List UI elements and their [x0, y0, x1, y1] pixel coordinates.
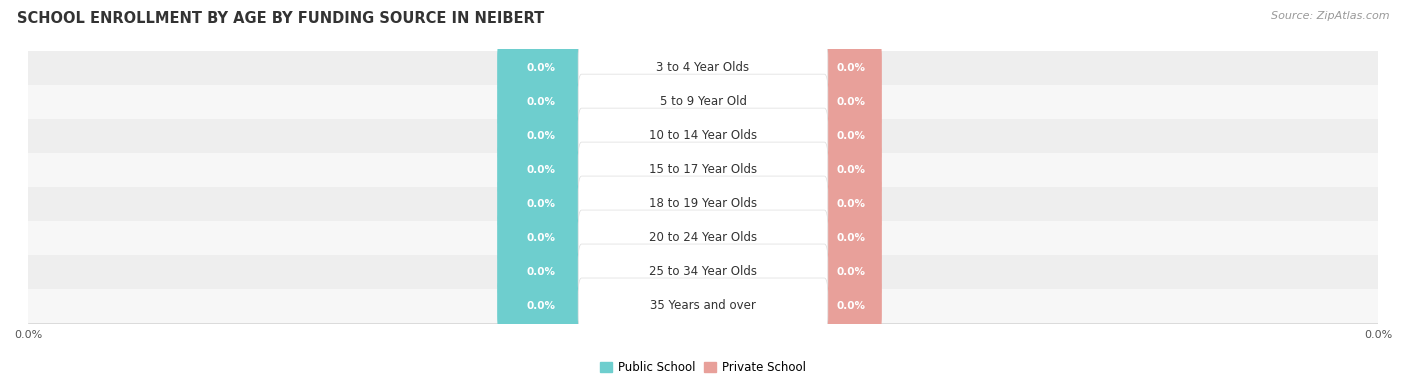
Text: 3 to 4 Year Olds: 3 to 4 Year Olds	[657, 61, 749, 74]
Text: 0.0%: 0.0%	[837, 63, 866, 73]
Text: 0.0%: 0.0%	[526, 300, 555, 311]
Text: 0.0%: 0.0%	[526, 165, 555, 175]
Bar	[28, 221, 1378, 254]
Text: 18 to 19 Year Olds: 18 to 19 Year Olds	[650, 197, 756, 210]
FancyBboxPatch shape	[578, 142, 828, 197]
FancyBboxPatch shape	[498, 74, 585, 129]
FancyBboxPatch shape	[821, 108, 882, 163]
Text: 0.0%: 0.0%	[526, 131, 555, 141]
Text: 0.0%: 0.0%	[837, 199, 866, 208]
FancyBboxPatch shape	[821, 278, 882, 333]
FancyBboxPatch shape	[498, 108, 585, 163]
FancyBboxPatch shape	[498, 244, 585, 299]
FancyBboxPatch shape	[578, 210, 828, 265]
Text: 0.0%: 0.0%	[837, 300, 866, 311]
FancyBboxPatch shape	[578, 108, 828, 163]
Text: 0.0%: 0.0%	[837, 97, 866, 107]
Text: 0.0%: 0.0%	[837, 131, 866, 141]
Text: 0.0%: 0.0%	[526, 233, 555, 242]
Text: 10 to 14 Year Olds: 10 to 14 Year Olds	[650, 129, 756, 142]
FancyBboxPatch shape	[821, 210, 882, 265]
FancyBboxPatch shape	[498, 142, 585, 197]
FancyBboxPatch shape	[821, 142, 882, 197]
FancyBboxPatch shape	[498, 278, 585, 333]
Bar	[28, 288, 1378, 322]
Text: 35 Years and over: 35 Years and over	[650, 299, 756, 312]
Bar	[28, 153, 1378, 187]
FancyBboxPatch shape	[578, 244, 828, 299]
Bar	[28, 254, 1378, 288]
FancyBboxPatch shape	[578, 40, 828, 95]
Bar	[28, 119, 1378, 153]
Text: Source: ZipAtlas.com: Source: ZipAtlas.com	[1271, 11, 1389, 21]
FancyBboxPatch shape	[498, 40, 585, 95]
Text: SCHOOL ENROLLMENT BY AGE BY FUNDING SOURCE IN NEIBERT: SCHOOL ENROLLMENT BY AGE BY FUNDING SOUR…	[17, 11, 544, 26]
Text: 0.0%: 0.0%	[837, 233, 866, 242]
Text: 0.0%: 0.0%	[526, 199, 555, 208]
Text: 20 to 24 Year Olds: 20 to 24 Year Olds	[650, 231, 756, 244]
FancyBboxPatch shape	[821, 74, 882, 129]
FancyBboxPatch shape	[821, 244, 882, 299]
Text: 5 to 9 Year Old: 5 to 9 Year Old	[659, 95, 747, 108]
Legend: Public School, Private School: Public School, Private School	[595, 356, 811, 377]
Text: 15 to 17 Year Olds: 15 to 17 Year Olds	[650, 163, 756, 176]
FancyBboxPatch shape	[578, 176, 828, 231]
Bar	[28, 85, 1378, 119]
Bar	[28, 187, 1378, 221]
Text: 0.0%: 0.0%	[837, 165, 866, 175]
FancyBboxPatch shape	[498, 176, 585, 231]
FancyBboxPatch shape	[578, 278, 828, 333]
FancyBboxPatch shape	[821, 176, 882, 231]
Text: 0.0%: 0.0%	[526, 97, 555, 107]
Text: 0.0%: 0.0%	[837, 267, 866, 277]
Text: 0.0%: 0.0%	[526, 267, 555, 277]
FancyBboxPatch shape	[578, 74, 828, 129]
Bar	[28, 51, 1378, 85]
Text: 25 to 34 Year Olds: 25 to 34 Year Olds	[650, 265, 756, 278]
FancyBboxPatch shape	[821, 40, 882, 95]
Text: 0.0%: 0.0%	[526, 63, 555, 73]
FancyBboxPatch shape	[498, 210, 585, 265]
